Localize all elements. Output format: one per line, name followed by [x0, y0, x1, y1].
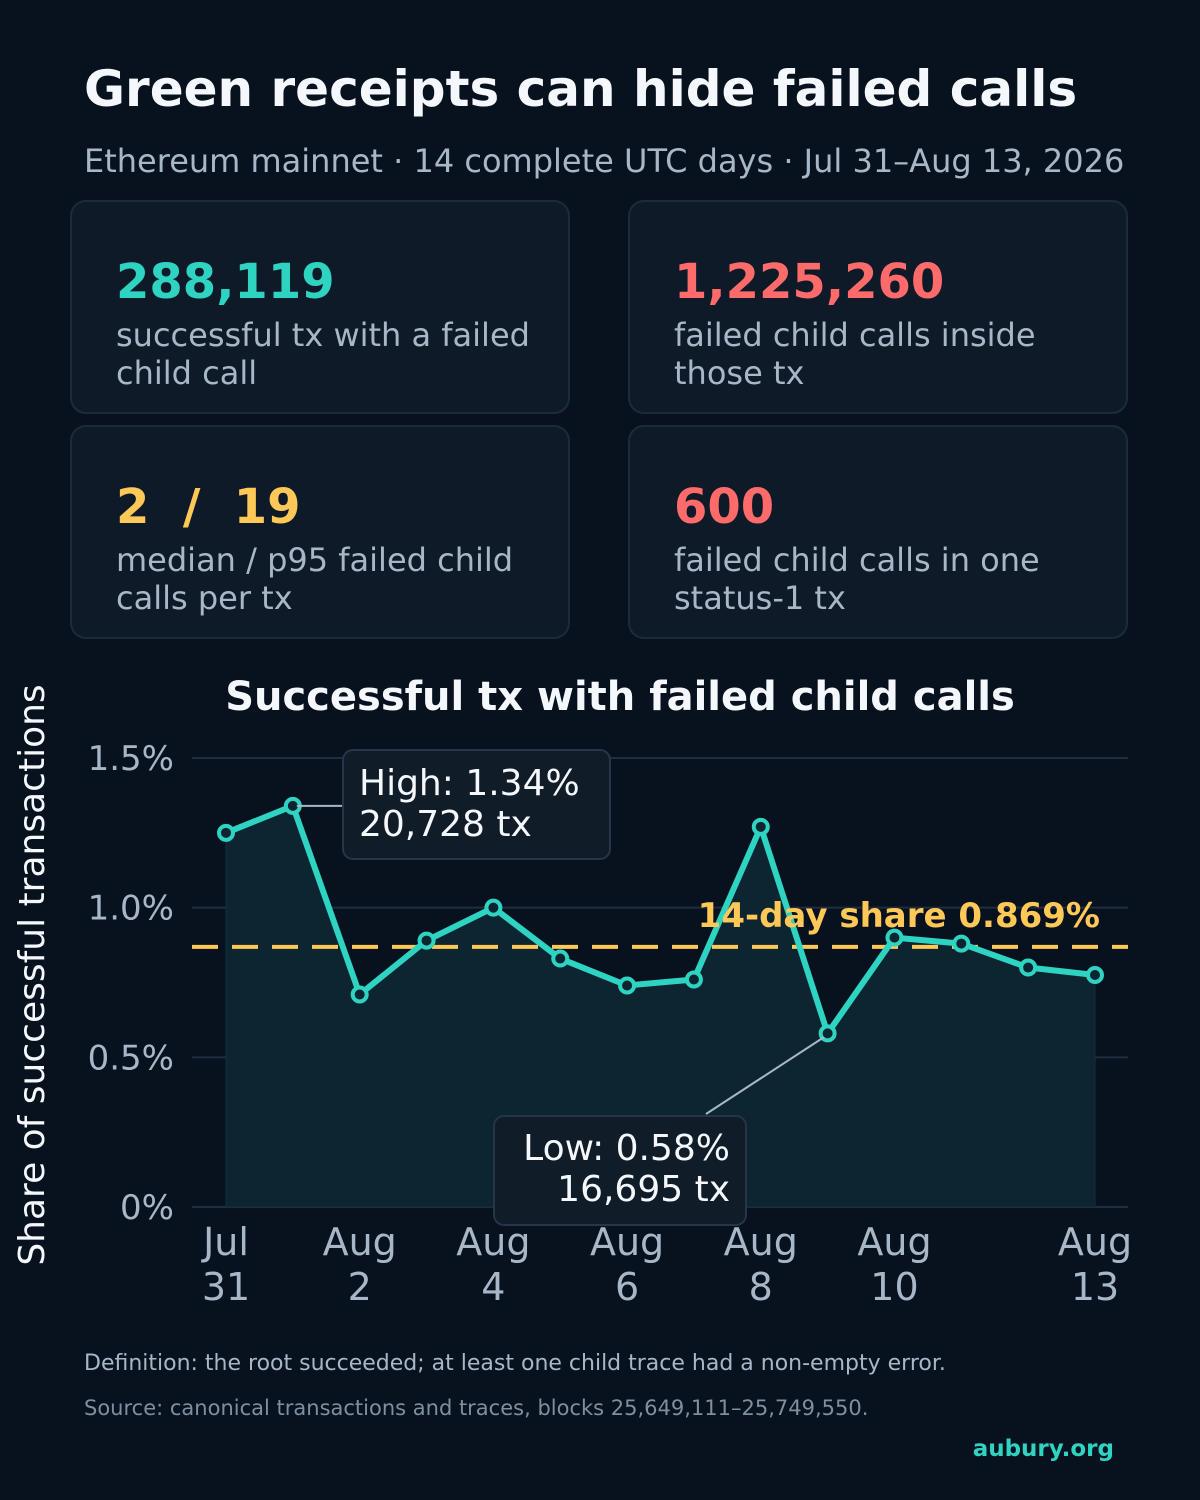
stat-label: failed child calls in one status-1 tx — [674, 541, 1040, 617]
data-point — [618, 976, 637, 995]
y-tick-label: 0.5% — [88, 1038, 174, 1078]
annotation-low-count: 16,695 tx — [557, 1169, 730, 1210]
stat-label: median / p95 failed child calls per tx — [116, 541, 514, 617]
x-tick-label: 4 — [481, 1265, 505, 1309]
stat-card-median-p95: 2 / 19 median / p95 failed child calls p… — [70, 425, 570, 639]
x-tick-label: Aug — [456, 1220, 530, 1264]
line-chart: Successful tx with failed child calls Sh… — [12, 674, 1132, 1309]
x-tick-label: 31 — [202, 1265, 250, 1309]
x-tick-label: Aug — [857, 1220, 931, 1264]
x-tick-label: Aug — [323, 1220, 397, 1264]
reference-line-label: 14-day share 0.869% — [698, 896, 1100, 936]
data-point — [417, 931, 436, 950]
x-tick-label: 2 — [348, 1265, 372, 1309]
data-point — [484, 898, 503, 917]
page-subtitle: Ethereum mainnet · 14 complete UTC days … — [84, 142, 1125, 180]
data-point — [350, 985, 369, 1004]
stat-label: successful tx with a failed child call — [116, 316, 530, 392]
data-point — [217, 823, 235, 842]
stat-card-max-in-one-tx: 600 failed child calls in one status-1 t… — [628, 425, 1128, 639]
y-axis-label: Share of successful transactions — [12, 684, 53, 1265]
x-tick-label: Jul — [201, 1220, 249, 1264]
stat-card-failed-child-calls: 1,225,260 failed child calls inside thos… — [628, 200, 1128, 414]
chart-title: Successful tx with failed child calls — [225, 674, 1015, 720]
data-point — [1086, 966, 1104, 985]
y-tick-label: 0% — [120, 1188, 174, 1228]
data-point — [1019, 958, 1038, 977]
x-tick-label: Aug — [724, 1220, 798, 1264]
stat-label: failed child calls inside those tx — [674, 316, 1036, 392]
data-point — [684, 970, 703, 989]
series-line — [224, 802, 1096, 1037]
stat-value: 288,119 — [116, 254, 335, 310]
stat-value: 600 — [674, 479, 775, 535]
page-title: Green receipts can hide failed calls — [84, 60, 1078, 118]
annotation-high-count: 20,728 tx — [359, 804, 532, 845]
y-tick-label: 1.0% — [88, 889, 174, 929]
data-point — [952, 934, 971, 953]
annotation-high-value: High: 1.34% — [359, 763, 580, 804]
annotation-box-low — [493, 1115, 747, 1226]
data-point — [751, 817, 770, 836]
stat-card-successful-tx: 288,119 successful tx with a failed chil… — [70, 200, 570, 414]
definition-note: Definition: the root succeeded; at least… — [84, 1351, 946, 1376]
x-tick-label: 6 — [615, 1265, 639, 1309]
x-tick-label: Aug — [590, 1220, 664, 1264]
x-tick-label: Aug — [1058, 1220, 1132, 1264]
annotation-box-high — [342, 749, 611, 860]
stat-value: 2 / 19 — [116, 479, 301, 535]
data-point — [551, 949, 570, 968]
annotation-low-value: Low: 0.58% — [523, 1128, 730, 1169]
data-point — [818, 1024, 837, 1043]
stat-value: 1,225,260 — [674, 254, 945, 310]
x-tick-label: 8 — [749, 1265, 773, 1309]
data-point — [885, 928, 904, 947]
source-note: Source: canonical transactions and trace… — [84, 1396, 869, 1420]
x-tick-label: 10 — [870, 1265, 918, 1309]
annotation-leader-low — [705, 1036, 825, 1115]
y-tick-label: 1.5% — [88, 739, 174, 779]
x-tick-label: 13 — [1071, 1265, 1119, 1309]
brand-link[interactable]: aubury.org — [972, 1436, 1114, 1462]
